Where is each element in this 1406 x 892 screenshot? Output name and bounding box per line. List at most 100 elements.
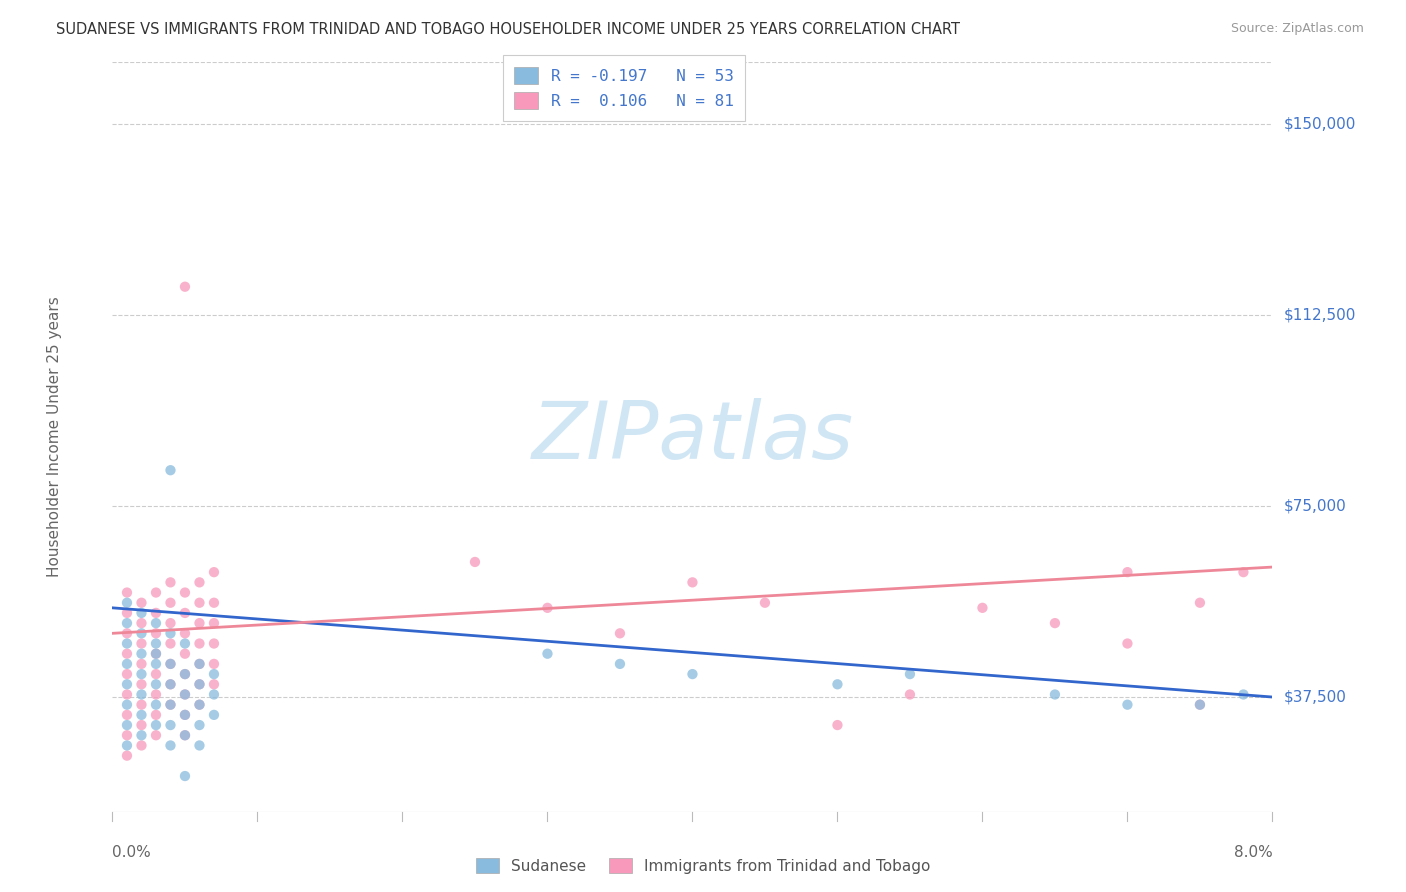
Point bbox=[188, 657, 211, 671]
Point bbox=[115, 718, 138, 732]
Point bbox=[174, 279, 197, 293]
Text: $75,000: $75,000 bbox=[1284, 499, 1347, 514]
Point bbox=[115, 677, 138, 691]
Point bbox=[174, 688, 197, 702]
Point bbox=[1116, 565, 1139, 579]
Point bbox=[898, 688, 921, 702]
Point bbox=[174, 647, 197, 661]
Point bbox=[115, 636, 138, 650]
Point bbox=[202, 707, 225, 722]
Text: SUDANESE VS IMMIGRANTS FROM TRINIDAD AND TOBAGO HOUSEHOLDER INCOME UNDER 25 YEAR: SUDANESE VS IMMIGRANTS FROM TRINIDAD AND… bbox=[56, 22, 960, 37]
Point bbox=[609, 657, 631, 671]
Point bbox=[202, 667, 225, 681]
Point bbox=[115, 688, 138, 702]
Legend: R = -0.197   N = 53, R =  0.106   N = 81: R = -0.197 N = 53, R = 0.106 N = 81 bbox=[503, 55, 745, 120]
Point bbox=[188, 677, 211, 691]
Point bbox=[159, 677, 181, 691]
Point bbox=[145, 606, 167, 620]
Text: Source: ZipAtlas.com: Source: ZipAtlas.com bbox=[1230, 22, 1364, 36]
Point bbox=[145, 657, 167, 671]
Point bbox=[131, 739, 153, 753]
Point bbox=[202, 565, 225, 579]
Point bbox=[972, 600, 994, 615]
Point bbox=[131, 647, 153, 661]
Point bbox=[145, 728, 167, 742]
Point bbox=[1188, 698, 1211, 712]
Point bbox=[898, 667, 921, 681]
Point bbox=[188, 677, 211, 691]
Point bbox=[202, 688, 225, 702]
Point bbox=[174, 769, 197, 783]
Point bbox=[131, 636, 153, 650]
Point bbox=[202, 616, 225, 631]
Point bbox=[159, 616, 181, 631]
Point bbox=[827, 677, 849, 691]
Point bbox=[131, 667, 153, 681]
Point bbox=[159, 626, 181, 640]
Point bbox=[188, 739, 211, 753]
Point bbox=[145, 647, 167, 661]
Point bbox=[115, 707, 138, 722]
Point bbox=[159, 657, 181, 671]
Point bbox=[682, 667, 704, 681]
Point bbox=[145, 688, 167, 702]
Point bbox=[159, 636, 181, 650]
Point bbox=[188, 575, 211, 590]
Point bbox=[159, 698, 181, 712]
Point bbox=[174, 728, 197, 742]
Point bbox=[188, 698, 211, 712]
Point bbox=[145, 616, 167, 631]
Point bbox=[174, 667, 197, 681]
Point bbox=[202, 677, 225, 691]
Point bbox=[131, 616, 153, 631]
Point bbox=[1043, 616, 1066, 631]
Point bbox=[1188, 698, 1211, 712]
Point bbox=[1232, 565, 1254, 579]
Point bbox=[202, 636, 225, 650]
Point bbox=[145, 718, 167, 732]
Text: $112,500: $112,500 bbox=[1284, 307, 1355, 322]
Point bbox=[145, 698, 167, 712]
Point bbox=[188, 636, 211, 650]
Point bbox=[1188, 596, 1211, 610]
Point bbox=[159, 718, 181, 732]
Point bbox=[159, 677, 181, 691]
Point bbox=[115, 739, 138, 753]
Point bbox=[174, 728, 197, 742]
Point bbox=[754, 596, 776, 610]
Text: 8.0%: 8.0% bbox=[1233, 846, 1272, 861]
Point bbox=[115, 606, 138, 620]
Point bbox=[115, 626, 138, 640]
Point bbox=[159, 698, 181, 712]
Point bbox=[174, 626, 197, 640]
Point bbox=[174, 585, 197, 599]
Point bbox=[188, 718, 211, 732]
Point bbox=[159, 657, 181, 671]
Point bbox=[1232, 688, 1254, 702]
Point bbox=[115, 616, 138, 631]
Point bbox=[682, 575, 704, 590]
Point bbox=[145, 707, 167, 722]
Point bbox=[115, 728, 138, 742]
Point bbox=[131, 677, 153, 691]
Point bbox=[174, 636, 197, 650]
Point bbox=[145, 585, 167, 599]
Point bbox=[1043, 688, 1066, 702]
Point bbox=[1116, 698, 1139, 712]
Point bbox=[131, 596, 153, 610]
Text: ZIPatlas: ZIPatlas bbox=[531, 398, 853, 476]
Text: Householder Income Under 25 years: Householder Income Under 25 years bbox=[46, 297, 62, 577]
Point bbox=[188, 616, 211, 631]
Text: $37,500: $37,500 bbox=[1284, 690, 1347, 705]
Point bbox=[115, 667, 138, 681]
Point bbox=[536, 600, 558, 615]
Point bbox=[145, 677, 167, 691]
Point bbox=[131, 718, 153, 732]
Point bbox=[174, 707, 197, 722]
Point bbox=[115, 657, 138, 671]
Legend: Sudanese, Immigrants from Trinidad and Tobago: Sudanese, Immigrants from Trinidad and T… bbox=[470, 852, 936, 880]
Text: 0.0%: 0.0% bbox=[112, 846, 152, 861]
Point bbox=[131, 707, 153, 722]
Point bbox=[188, 596, 211, 610]
Point bbox=[174, 688, 197, 702]
